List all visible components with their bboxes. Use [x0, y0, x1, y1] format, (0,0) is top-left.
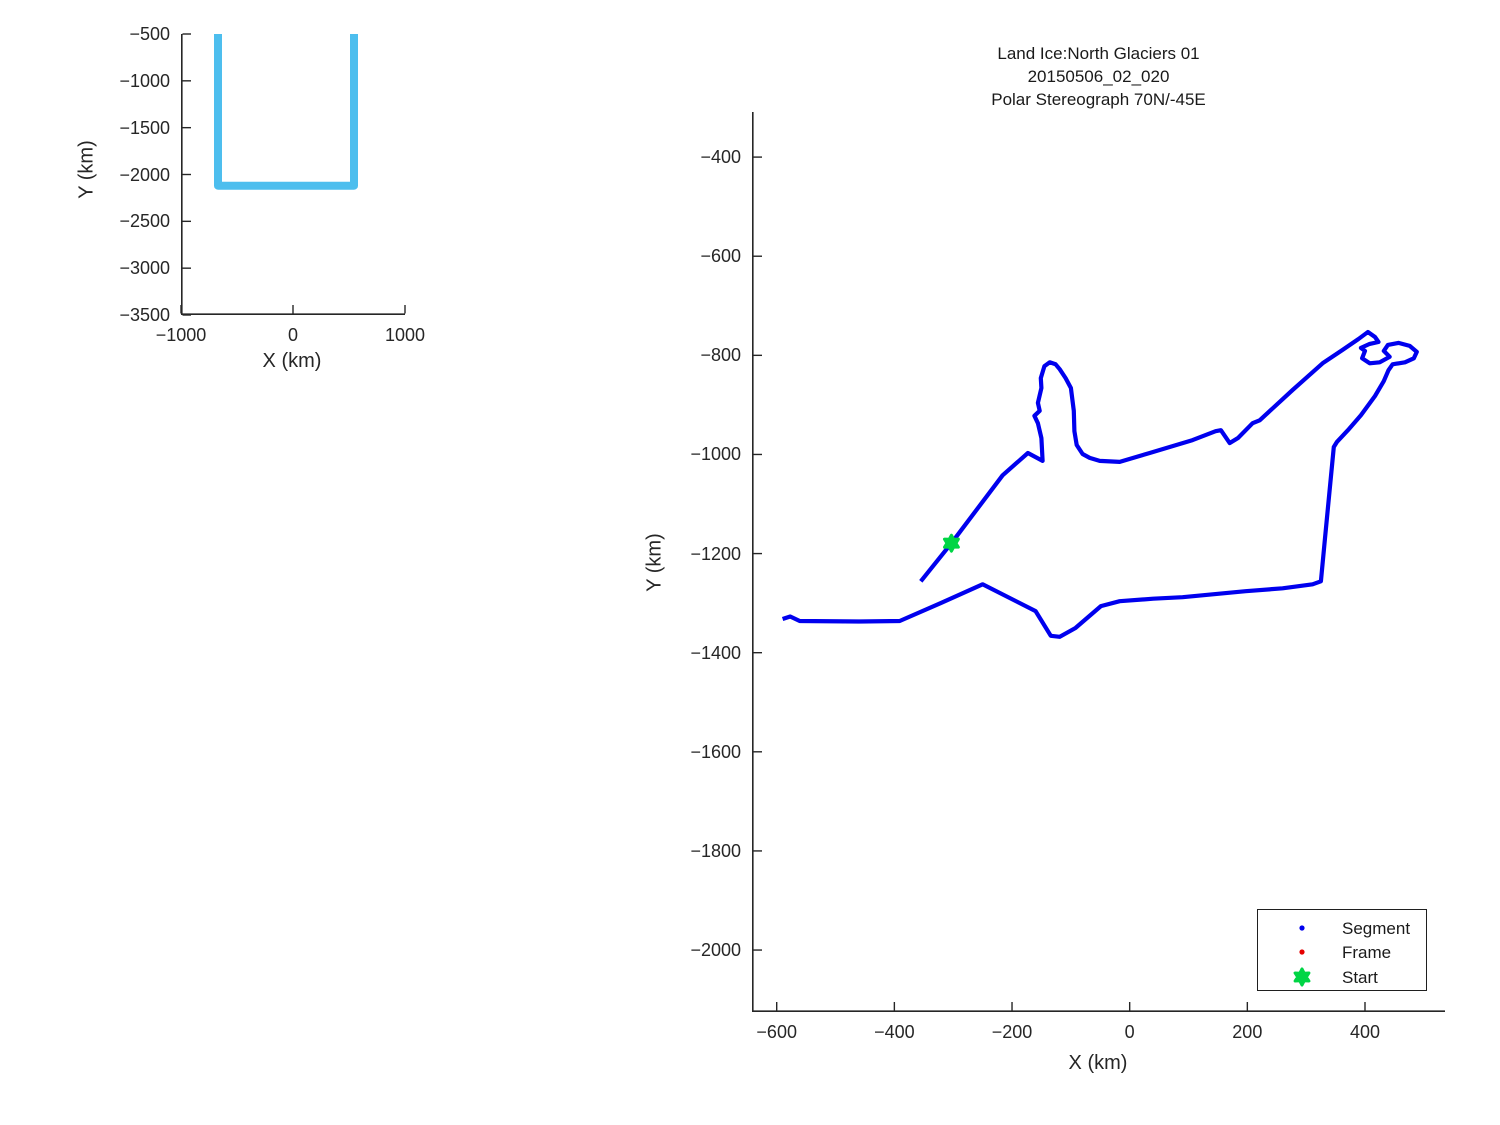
main-x-tick-label: −200 — [991, 1022, 1033, 1042]
main-y-tick-label: −1600 — [690, 741, 741, 762]
legend-label-frame: Frame — [1342, 943, 1392, 962]
overview-x-tick-label: 0 — [287, 325, 298, 345]
main-x-axis-label: X (km) — [1068, 1052, 1128, 1074]
main-y-tick-label: −400 — [700, 147, 741, 168]
legend-marker-segment — [1299, 925, 1305, 931]
overview-x-tick-label: −1000 — [155, 325, 207, 345]
legend-item-segment: Segment — [1258, 917, 1426, 941]
main-x-tick-label: −600 — [756, 1022, 797, 1042]
main-x-tick-label: 0 — [1124, 1022, 1135, 1042]
main-x-tick-label: −400 — [874, 1022, 915, 1042]
legend-item-start: Start — [1258, 966, 1426, 990]
series-coverage-outline-path — [214, 34, 358, 190]
overview-y-tick-label: −500 — [129, 24, 170, 44]
start-star-icon — [1293, 967, 1311, 987]
main-y-tick-label: −1200 — [690, 543, 741, 564]
overview-y-tick-label: −2000 — [119, 164, 170, 185]
legend-label-start: Start — [1342, 968, 1378, 987]
title-line-projection: Polar Stereograph 70N/-45E — [991, 90, 1206, 109]
legend-marker-start — [1293, 967, 1311, 987]
title-line-flight-id: 20150506_02_020 — [1027, 67, 1170, 86]
overview-y-tick-label: −2500 — [119, 211, 170, 232]
main-x-tick-label: 200 — [1232, 1022, 1263, 1042]
main-plot-area — [752, 112, 1445, 1013]
overview-x-tick-label: 1000 — [384, 325, 426, 345]
main-y-tick-label: −600 — [700, 246, 741, 267]
main-y-tick-label: −2000 — [690, 940, 741, 961]
overview-x-axis-label: X (km) — [262, 350, 322, 372]
title-line-mission: Land Ice:North Glaciers 01 — [997, 44, 1200, 63]
main-y-tick-label: −800 — [700, 345, 741, 366]
legend-item-frame: Frame — [1258, 941, 1426, 965]
overview-y-tick-label: −3500 — [119, 305, 170, 325]
frame-dot-icon — [1299, 949, 1305, 955]
overview-y-tick-label: −1000 — [119, 70, 170, 91]
overview-y-tick-label: −3000 — [119, 258, 170, 279]
overview-plot-area — [180, 33, 406, 316]
segment-dot-icon — [1299, 925, 1305, 931]
main-x-tick-label: 400 — [1349, 1022, 1380, 1042]
legend-label-segment: Segment — [1342, 919, 1411, 938]
main-y-tick-label: −1400 — [690, 642, 741, 663]
overview-y-tick-label: −1500 — [119, 117, 170, 138]
main-plot-title: Land Ice:North Glaciers 01 20150506_02_0… — [752, 42, 1445, 111]
legend: Segment Frame Start — [1257, 909, 1427, 991]
series-segment-path — [781, 329, 1419, 639]
main-y-tick-label: −1800 — [690, 840, 741, 861]
start-marker — [943, 533, 960, 553]
legend-marker-frame — [1299, 949, 1305, 955]
main-y-tick-label: −1000 — [690, 444, 741, 465]
